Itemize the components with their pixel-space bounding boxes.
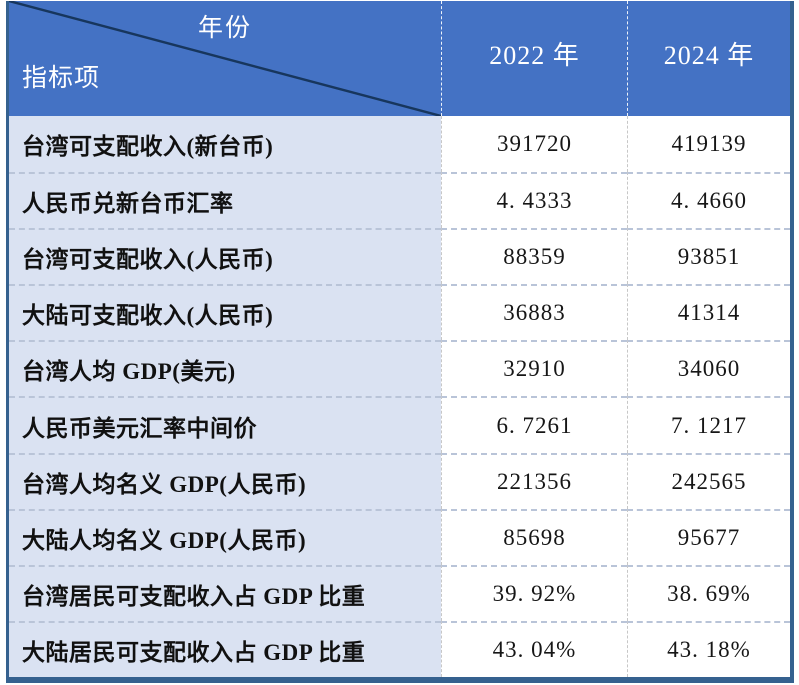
value-cell-2024: 38. 69% — [627, 564, 790, 621]
diagonal-divider-line — [9, 1, 441, 116]
table-row: 台湾可支配收入(人民币) 88359 93851 — [9, 228, 790, 285]
row-label: 台湾人均名义 GDP(人民币) — [9, 452, 441, 509]
column-header-2024: 2024 年 — [627, 1, 790, 116]
value-cell-2024: 7. 1217 — [627, 396, 790, 453]
value-cell-2024: 93851 — [627, 228, 790, 285]
table-row: 大陆可支配收入(人民币) 36883 41314 — [9, 284, 790, 341]
row-label: 台湾可支配收入(人民币) — [9, 228, 441, 285]
table-row: 台湾可支配收入(新台币) 391720 419139 — [9, 116, 790, 173]
value-cell-2022: 85698 — [441, 508, 627, 565]
value-cell-2022: 43. 04% — [441, 620, 627, 677]
table-body: 台湾可支配收入(新台币) 391720 419139 人民币兑新台币汇率 4. … — [9, 116, 790, 677]
value-cell-2024: 34060 — [627, 340, 790, 397]
table-row: 大陆居民可支配收入占 GDP 比重 43. 04% 43. 18% — [9, 620, 790, 677]
value-cell-2022: 36883 — [441, 284, 627, 341]
row-label: 台湾人均 GDP(美元) — [9, 340, 441, 397]
value-cell-2022: 221356 — [441, 452, 627, 509]
value-cell-2022: 391720 — [441, 116, 627, 173]
table-row: 人民币美元汇率中间价 6. 7261 7. 1217 — [9, 396, 790, 453]
table-row: 人民币兑新台币汇率 4. 4333 4. 4660 — [9, 172, 790, 229]
row-label: 台湾居民可支配收入占 GDP 比重 — [9, 564, 441, 621]
table-row: 台湾人均名义 GDP(人民币) 221356 242565 — [9, 452, 790, 509]
corner-label-indicator: 指标项 — [22, 65, 101, 92]
corner-label-year: 年份 — [197, 15, 252, 42]
value-cell-2022: 39. 92% — [441, 564, 627, 621]
value-cell-2024: 4. 4660 — [627, 172, 790, 229]
diagonal-corner-cell: 年份 指标项 — [9, 1, 441, 116]
row-label: 台湾可支配收入(新台币) — [9, 116, 441, 173]
table-header-row: 年份 指标项 2022 年 2024 年 — [9, 1, 790, 116]
value-cell-2024: 95677 — [627, 508, 790, 565]
value-cell-2022: 32910 — [441, 340, 627, 397]
value-cell-2024: 242565 — [627, 452, 790, 509]
table-row: 大陆人均名义 GDP(人民币) 85698 95677 — [9, 508, 790, 565]
value-cell-2024: 419139 — [627, 116, 790, 173]
value-cell-2022: 4. 4333 — [441, 172, 627, 229]
column-header-2022: 2022 年 — [441, 1, 627, 116]
value-cell-2024: 41314 — [627, 284, 790, 341]
table-row: 台湾人均 GDP(美元) 32910 34060 — [9, 340, 790, 397]
indicators-table: 年份 指标项 2022 年 2024 年 台湾可支配收入(新台币) 391720… — [6, 1, 794, 683]
row-label: 人民币兑新台币汇率 — [9, 172, 441, 229]
value-cell-2024: 43. 18% — [627, 620, 790, 677]
row-label: 人民币美元汇率中间价 — [9, 396, 441, 453]
row-label: 大陆可支配收入(人民币) — [9, 284, 441, 341]
table-row: 台湾居民可支配收入占 GDP 比重 39. 92% 38. 69% — [9, 564, 790, 621]
value-cell-2022: 6. 7261 — [441, 396, 627, 453]
row-label: 大陆居民可支配收入占 GDP 比重 — [9, 620, 441, 677]
value-cell-2022: 88359 — [441, 228, 627, 285]
row-label: 大陆人均名义 GDP(人民币) — [9, 508, 441, 565]
